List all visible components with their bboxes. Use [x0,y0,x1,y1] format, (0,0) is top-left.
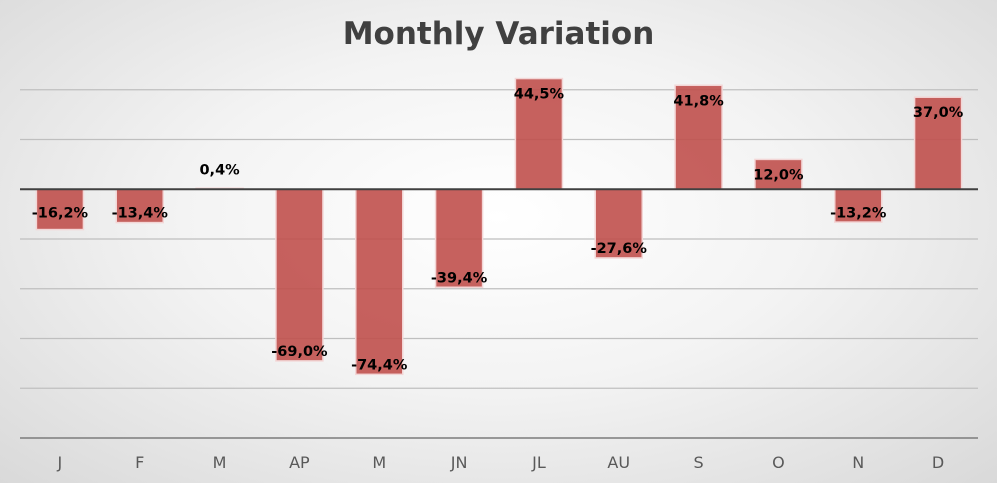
data-label: 0,4% [199,162,240,178]
bar [275,188,324,362]
data-label: -69,0% [271,344,328,360]
x-tick-label: JN [450,453,468,472]
data-label: -39,4% [431,270,488,286]
data-label: 41,8% [673,93,724,109]
chart-title: Monthly Variation [342,16,655,52]
x-tick-label: N [852,453,864,472]
bar [434,188,484,289]
data-labels: -16,2% -13,4% 0,4% -69,0% -74,4% -39,4% 44,5% -… [32,87,964,374]
data-label: -13,2% [830,205,887,221]
bar [594,188,643,259]
x-tick-label: M [372,453,386,472]
x-tick-label: F [135,453,144,472]
bar [674,84,723,190]
data-label: -74,4% [351,357,408,373]
data-label: 37,0% [913,105,964,121]
gridlines [20,89,978,439]
x-tick-label: JL [531,453,546,472]
bars [35,77,963,376]
x-tick-labels: J F M AP M JN JL AU S O N D [57,453,945,472]
data-label: -27,6% [591,241,648,257]
data-label: -13,4% [112,205,169,221]
data-label: 12,0% [753,167,804,183]
bar [754,158,803,190]
x-tick-label: J [57,453,63,472]
x-tick-label: S [694,453,704,472]
x-tick-label: M [213,453,227,472]
bar [355,188,404,376]
x-tick-label: O [772,453,785,472]
data-label: -16,2% [32,205,89,221]
x-tick-label: D [932,453,944,472]
data-label: 44,5% [514,87,565,103]
x-tick-label: AP [289,453,310,472]
x-tick-label: AU [607,453,630,472]
zero-axis [20,188,978,439]
